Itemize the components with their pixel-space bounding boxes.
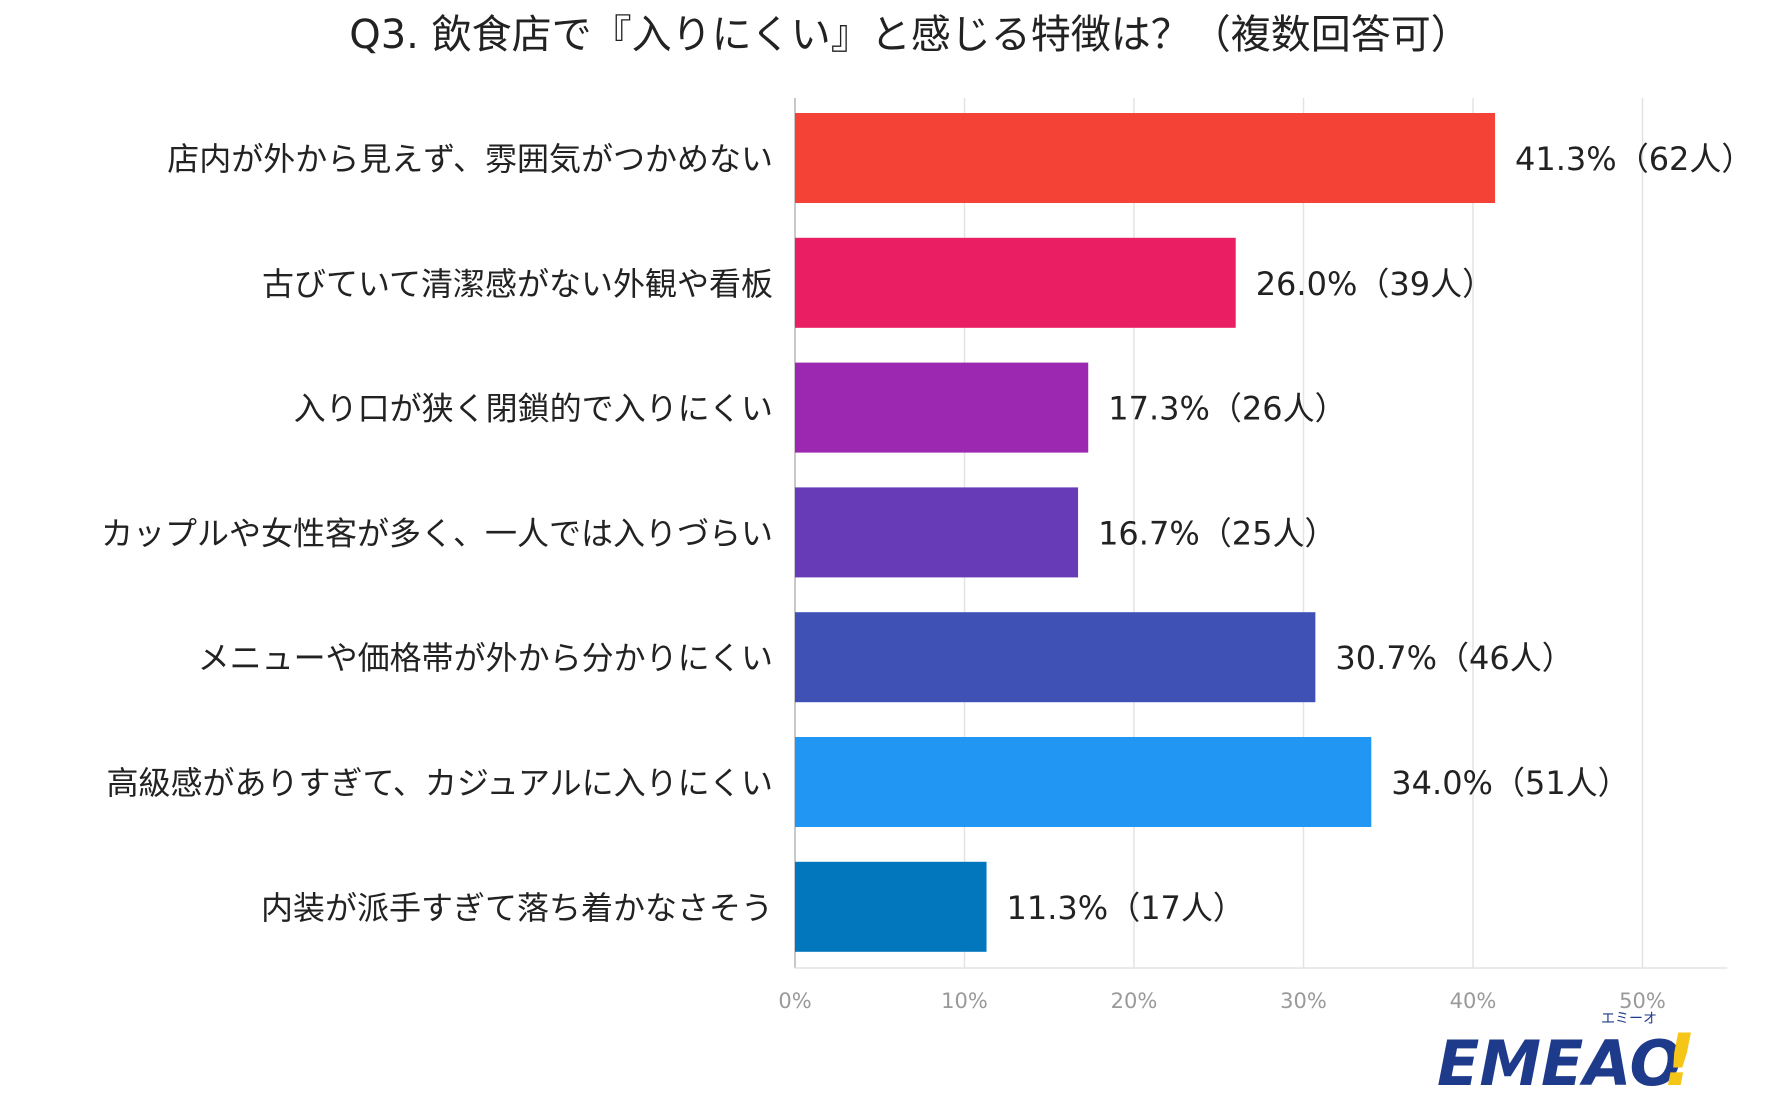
category-label: メニューや価格帯が外から分かりにくい — [198, 639, 773, 677]
category-labels: 店内が外から見えず、雰囲気がつかめない古びていて清潔感がない外観や看板入り口が狭… — [101, 140, 773, 927]
bar-value-label: 34.0%（51人） — [1391, 764, 1629, 802]
bar-value-label: 26.0%（39人） — [1256, 265, 1494, 303]
bar-value-label: 41.3%（62人） — [1515, 140, 1753, 178]
x-tick-label: 20% — [1111, 989, 1158, 1013]
bar — [795, 113, 1496, 203]
bar — [795, 612, 1316, 703]
category-label: カップルや女性客が多く、一人では入りづらい — [101, 514, 773, 552]
x-tick-label: 50% — [1619, 989, 1666, 1013]
bar-value-label: 17.3%（26人） — [1108, 390, 1346, 428]
chart-title: Q3. 飲食店で『入りにくい』と感じる特徴は？（複数回答可） — [349, 12, 1471, 58]
x-tick-label: 40% — [1450, 989, 1497, 1013]
x-tick-label: 10% — [941, 989, 988, 1013]
bar-value-label: 16.7%（25人） — [1098, 514, 1336, 552]
emeao-logo: エミーオ EMEAO ! — [1437, 1011, 1696, 1095]
x-axis-ticks: 0% 10% 20% 30% 40% 50% — [778, 989, 1666, 1013]
bar — [795, 737, 1372, 827]
category-label: 高級感がありすぎて、カジュアルに入りにくい — [106, 764, 773, 802]
category-label: 入り口が狭く閉鎖的で入りにくい — [294, 390, 773, 428]
bar — [795, 362, 1089, 453]
bar — [795, 487, 1079, 578]
x-tick-label: 30% — [1280, 989, 1327, 1013]
value-labels: 41.3%（62人） 26.0%（39人） 17.3%（26人） 16.7%（25人）… — [1007, 140, 1754, 927]
logo-exclaim: ! — [1663, 1018, 1696, 1095]
logo-kana: エミーオ — [1601, 1011, 1657, 1027]
bar-value-label: 30.7%（46人） — [1335, 639, 1573, 677]
category-label: 店内が外から見えず、雰囲気がつかめない — [167, 140, 773, 178]
bar — [795, 237, 1236, 328]
bar-value-label: 11.3%（17人） — [1007, 889, 1245, 927]
x-tick-label: 0% — [778, 989, 811, 1013]
bar — [795, 861, 987, 952]
logo-text: EMEAO — [1437, 1027, 1682, 1095]
category-label: 内装が派手すぎて落ち着かなさそう — [261, 889, 773, 927]
category-label: 古びていて清潔感がない外観や看板 — [262, 265, 773, 303]
bars — [795, 113, 1496, 952]
